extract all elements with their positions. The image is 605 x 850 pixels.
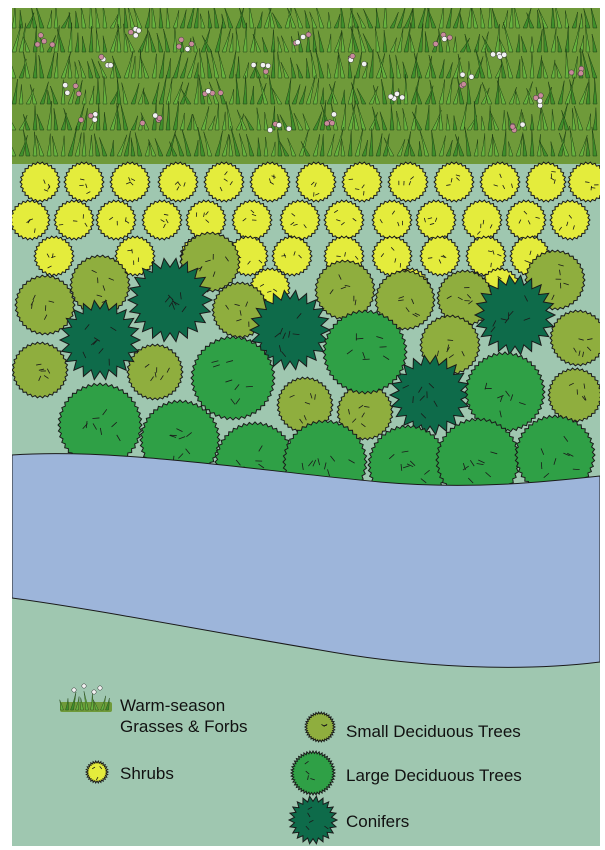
shrub xyxy=(19,161,61,203)
shrub xyxy=(415,199,457,241)
legend-label-conifers: Conifers xyxy=(346,812,409,831)
conifer-icon-shape xyxy=(287,795,339,845)
small-deciduous-tree xyxy=(14,274,76,336)
shrub xyxy=(279,199,321,241)
small-tree-icon-shape xyxy=(303,711,337,743)
legend-item-large-trees: Large Deciduous Trees xyxy=(289,749,522,797)
legend-label-grasses-line1: Warm-season xyxy=(120,696,225,715)
conifer-icon xyxy=(287,795,339,845)
shrub xyxy=(95,199,137,241)
large-tree-icon xyxy=(289,749,337,797)
small-deciduous-tree xyxy=(549,309,600,367)
shrub xyxy=(525,161,567,203)
river xyxy=(12,453,600,668)
shrub xyxy=(53,199,95,241)
shrub xyxy=(387,161,429,203)
large-deciduous-tree xyxy=(464,351,546,433)
large-deciduous-tree xyxy=(190,335,276,421)
shrub xyxy=(249,161,291,203)
shrub xyxy=(549,199,591,241)
shrub xyxy=(479,161,521,203)
small-deciduous-tree xyxy=(12,341,69,399)
shrub xyxy=(12,199,51,241)
legend-item-small-trees: Small Deciduous Trees xyxy=(303,711,521,743)
shrub xyxy=(203,161,245,203)
conifer xyxy=(248,289,332,371)
shrub xyxy=(341,161,383,203)
shrub xyxy=(505,199,547,241)
conifer xyxy=(473,274,557,356)
small-deciduous-tree xyxy=(547,367,600,423)
shrub-zone xyxy=(12,161,600,309)
shrub xyxy=(109,161,151,203)
shrub xyxy=(33,235,75,277)
shrub xyxy=(271,235,313,277)
shrub xyxy=(433,161,475,203)
legend-label-small-trees: Small Deciduous Trees xyxy=(346,722,521,741)
shrub xyxy=(231,199,273,241)
legend-label-large-trees: Large Deciduous Trees xyxy=(346,766,522,785)
small-deciduous-tree xyxy=(126,343,184,401)
shrub xyxy=(323,199,365,241)
small-deciduous-tree xyxy=(436,269,494,327)
shrub xyxy=(63,161,105,203)
forest-zone xyxy=(12,231,600,506)
shrub xyxy=(371,199,413,241)
legend-label-shrubs: Shrubs xyxy=(120,764,174,783)
conifer xyxy=(58,299,142,381)
small-deciduous-tree xyxy=(374,269,436,331)
shrub xyxy=(141,199,183,241)
shrub xyxy=(567,161,600,203)
conifer xyxy=(126,257,214,343)
small-tree-icon xyxy=(303,711,337,743)
legend-item-conifers: Conifers xyxy=(287,795,409,845)
legend-item-shrubs: Shrubs xyxy=(84,760,174,784)
large-deciduous-tree xyxy=(322,309,408,395)
shrub xyxy=(157,161,199,203)
shrub xyxy=(295,161,337,203)
conifer xyxy=(388,354,472,436)
shrub xyxy=(185,199,227,241)
small-deciduous-tree xyxy=(211,281,269,339)
legend-item-grasses: Warm-season Grasses & Forbs xyxy=(59,683,248,736)
grasses-forbs-zone xyxy=(12,8,600,164)
large-deciduous-tree xyxy=(57,382,143,468)
shrub xyxy=(461,199,503,241)
shrub-icon xyxy=(84,760,110,784)
large-tree-icon-shape xyxy=(289,749,337,797)
legend: Warm-season Grasses & Forbs Shrubs Small… xyxy=(59,683,522,845)
grass-forbs-icon xyxy=(59,683,112,712)
legend-label-grasses-line2: Grasses & Forbs xyxy=(120,717,248,736)
shrub xyxy=(419,235,461,277)
shrub-icon-shape xyxy=(84,760,110,784)
